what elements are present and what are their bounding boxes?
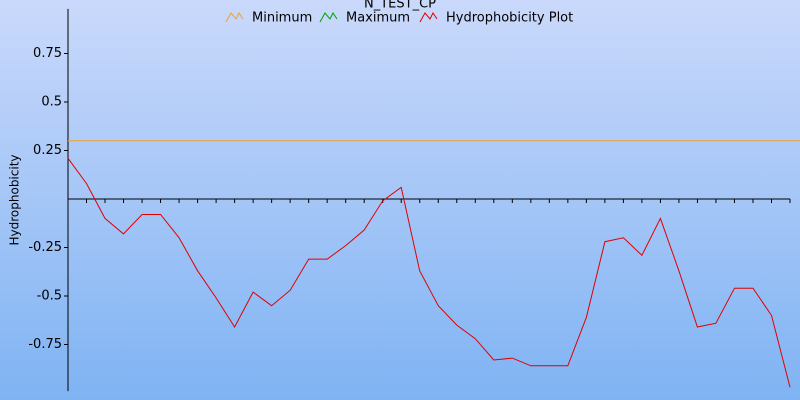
chart-title: N_TEST_CP <box>364 0 436 12</box>
legend-label: Hydrophobicity Plot <box>446 11 573 26</box>
legend-icon <box>419 12 438 23</box>
y-tick-label: 0.75 <box>33 46 62 61</box>
legend-icon <box>225 12 244 23</box>
y-axis-label: Hydrophobicity <box>8 154 22 245</box>
legend-icon <box>319 12 338 23</box>
legend-label: Minimum <box>252 11 312 26</box>
y-tick-label: -0.5 <box>37 289 62 304</box>
legend-label: Maximum <box>346 11 410 26</box>
y-tick-label: 0.25 <box>33 143 62 158</box>
y-tick-label: 0.5 <box>41 95 62 110</box>
data-line <box>67 158 791 388</box>
y-tick-label: -0.75 <box>28 337 62 352</box>
y-tick-label: -0.25 <box>28 240 62 255</box>
